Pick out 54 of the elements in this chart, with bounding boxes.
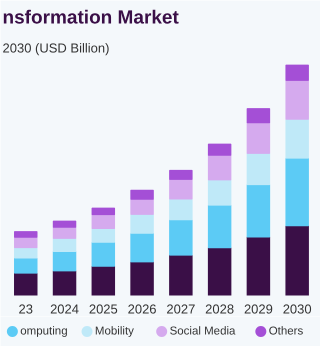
- bar: [208, 204, 232, 248]
- bar: [14, 257, 38, 274]
- x-tick-label: 2024: [50, 302, 79, 316]
- bar: [169, 178, 193, 200]
- bar: [208, 144, 232, 156]
- x-tick-label: 2027: [166, 302, 196, 316]
- bar: [246, 108, 270, 124]
- bar: [52, 220, 76, 228]
- bar: [14, 272, 38, 296]
- bar: [208, 154, 232, 180]
- legend-label: Social Media: [170, 326, 236, 338]
- x-tick-label: 2025: [88, 302, 118, 316]
- bar: [14, 231, 38, 238]
- bar: [92, 208, 116, 216]
- bar: [169, 198, 193, 220]
- bar: [285, 158, 309, 226]
- x-tick-label: 2029: [244, 302, 273, 316]
- bar: [92, 214, 116, 229]
- bar: [285, 64, 309, 81]
- bar: [130, 198, 154, 215]
- bar: [246, 152, 270, 186]
- legend-label: Others: [268, 326, 304, 338]
- legend-label: Mobility: [94, 326, 134, 338]
- bar: [208, 179, 232, 206]
- bar: [246, 122, 270, 154]
- bar: [169, 254, 193, 296]
- bar: [246, 184, 270, 238]
- bar: [14, 247, 38, 258]
- bar: [130, 214, 154, 234]
- bar: [130, 261, 154, 296]
- bar: [92, 242, 116, 267]
- x-tick-label: 2030: [282, 302, 312, 316]
- x-tick-label: 2028: [205, 302, 234, 316]
- bar: [169, 170, 193, 180]
- bar: [208, 247, 232, 296]
- bar: [52, 238, 76, 252]
- x-tick-label: 23: [18, 302, 34, 316]
- bar: [285, 225, 309, 296]
- bar: [285, 80, 309, 120]
- bar: [169, 219, 193, 256]
- chart-subtitle: 2030 (USD Billion): [2, 40, 110, 56]
- bar: [92, 228, 116, 243]
- bar: [130, 232, 154, 262]
- bar: [285, 118, 309, 159]
- bar: [52, 226, 76, 239]
- bar: [92, 266, 116, 296]
- bar: [130, 190, 154, 200]
- legend-label: omputing: [20, 326, 68, 338]
- bar: [14, 236, 38, 248]
- x-tick-label: 2026: [128, 302, 157, 316]
- bar: [52, 250, 76, 272]
- bar: [246, 236, 270, 296]
- bar: [52, 270, 76, 296]
- chart-title: nsformation Market: [2, 8, 180, 28]
